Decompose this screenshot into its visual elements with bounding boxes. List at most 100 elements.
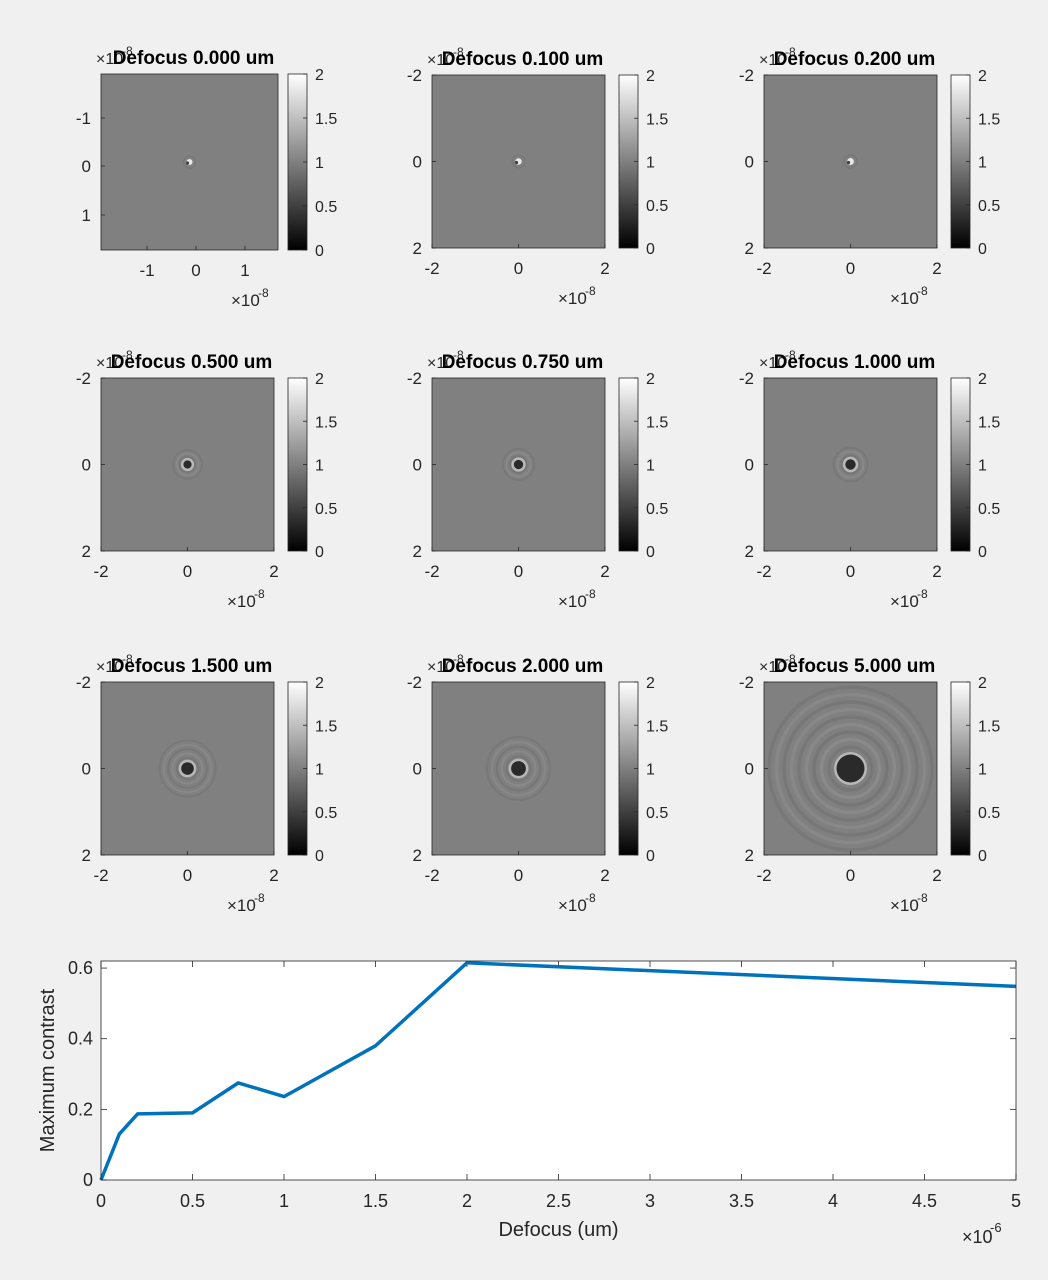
- y-axis-exponent: -8: [785, 348, 796, 362]
- colorbar-tick-label: 0: [646, 241, 655, 258]
- x-tick-label: -2: [424, 259, 439, 278]
- y-axis-multiplier-group: ×10-8: [759, 45, 796, 69]
- y-tick-label: -2: [739, 369, 754, 388]
- plot-frame: [100, 960, 1017, 1181]
- x-axis-exponent: -8: [254, 587, 265, 601]
- x-tick-label: 1: [240, 261, 249, 280]
- colorbar-tick-label: 1: [978, 155, 987, 172]
- x-tick-label: 4.5: [912, 1191, 937, 1211]
- y-axis-multiplier-group: ×10-8: [427, 652, 464, 676]
- colorbar-tick-label: 1: [646, 458, 655, 475]
- colorbar-tick-label: 2: [978, 675, 987, 692]
- x-tick-label: 2: [600, 259, 609, 278]
- interference-ring: [782, 700, 919, 837]
- y-tick-label: 0: [82, 157, 91, 176]
- colorbar-tick-label: 1: [646, 155, 655, 172]
- y-tick-label: 2: [745, 846, 754, 865]
- y-axis-exponent: -8: [122, 348, 133, 362]
- y-tick-label: 0.4: [68, 1029, 93, 1049]
- interference-ring: [175, 452, 200, 477]
- spot-dark-fringe: [185, 161, 190, 165]
- interference-ring: [505, 755, 532, 782]
- x-tick-label: -2: [424, 866, 439, 885]
- interference-ring: [789, 707, 912, 830]
- y-tick-label: 2: [413, 846, 422, 865]
- colorbar-tick-label: 2: [978, 68, 987, 85]
- interference-ring: [509, 455, 528, 474]
- colorbar-tick-label: 2: [315, 67, 324, 84]
- panel-title: Defocus 5.000 um: [774, 656, 936, 677]
- x-axis-exponent: -8: [917, 284, 928, 298]
- colorbar-tick-label: 2: [315, 371, 324, 388]
- y-tick-label: 0: [82, 760, 91, 779]
- x-tick-label: 0.5: [180, 1191, 205, 1211]
- colorbar-tick-label: 1.5: [646, 414, 668, 431]
- central-spot: [181, 762, 194, 775]
- colorbar-tick-label: 1.5: [978, 111, 1000, 128]
- y-axis-exponent: -8: [785, 45, 796, 59]
- colorbar-tick-label: 0.5: [315, 805, 337, 822]
- x-tick-label: -1: [139, 261, 154, 280]
- x-tick-label: 2: [269, 562, 278, 581]
- y-tick-label: 2: [413, 239, 422, 258]
- colorbar-tick-label: 1.5: [315, 111, 337, 128]
- y-axis-exponent: -8: [453, 45, 464, 59]
- x-tick-label: 0: [514, 562, 523, 581]
- x-axis-multiplier: ×10: [227, 896, 256, 915]
- interference-ring: [167, 748, 208, 789]
- y-axis-exponent: -8: [453, 348, 464, 362]
- interference-ring: [804, 722, 897, 815]
- x-tick-label: 2: [600, 562, 609, 581]
- x-axis-multiplier: ×10: [558, 896, 587, 915]
- y-tick-label: -2: [407, 66, 422, 85]
- y-tick-label: 0: [83, 1170, 93, 1190]
- x-tick-label: 0: [96, 1191, 106, 1211]
- y-axis-multiplier-group: ×10-8: [96, 44, 133, 68]
- y-tick-label: -2: [739, 673, 754, 692]
- interference-ring: [836, 450, 865, 479]
- spot-dark-fringe: [846, 160, 851, 165]
- interference-ring: [774, 692, 927, 845]
- y-tick-label: 0: [413, 760, 422, 779]
- panel-title: Defocus 2.000 um: [442, 656, 604, 677]
- colorbar-tick-label: 0: [315, 243, 324, 260]
- colorbar-tick-label: 0.5: [315, 199, 337, 216]
- interference-ring: [158, 739, 217, 798]
- x-tick-label: 0: [514, 259, 523, 278]
- interference-ring: [505, 451, 532, 478]
- x-axis-multiplier: ×10: [890, 896, 919, 915]
- panel-title: Defocus 0.500 um: [111, 352, 273, 373]
- central-spot: [845, 459, 856, 470]
- x-axis-exponent: -8: [258, 286, 269, 300]
- y-axis-multiplier: ×10: [759, 659, 786, 676]
- colorbar-tick-label: 0.5: [315, 501, 337, 518]
- x-tick-label: 2: [462, 1191, 472, 1211]
- y-tick-label: 0.6: [68, 958, 93, 978]
- y-tick-label: 0.2: [68, 1099, 93, 1119]
- x-axis-exponent: -6: [990, 1220, 1002, 1235]
- x-tick-label: 3.5: [729, 1191, 754, 1211]
- y-tick-label: -2: [407, 673, 422, 692]
- colorbar-tick-label: 0.5: [646, 198, 668, 215]
- y-tick-label: 1: [82, 206, 91, 225]
- interference-ring: [172, 449, 203, 480]
- central-spot: [513, 459, 524, 470]
- y-axis-exponent: -8: [453, 652, 464, 666]
- x-tick-label: 0: [846, 562, 855, 581]
- x-tick-label: 0: [846, 866, 855, 885]
- x-tick-label: -2: [424, 562, 439, 581]
- interference-ring: [501, 447, 536, 482]
- y-axis-exponent: -8: [785, 652, 796, 666]
- x-tick-label: 0: [191, 261, 200, 280]
- colorbar-tick-label: 0.5: [646, 501, 668, 518]
- y-axis-multiplier-group: ×10-8: [759, 348, 796, 372]
- y-tick-label: 0: [413, 456, 422, 475]
- y-tick-label: 0: [413, 153, 422, 172]
- y-axis-multiplier-group: ×10-8: [759, 652, 796, 676]
- x-tick-label: 0: [183, 866, 192, 885]
- x-tick-label: 5: [1011, 1191, 1021, 1211]
- colorbar-tick-label: 0.5: [978, 198, 1000, 215]
